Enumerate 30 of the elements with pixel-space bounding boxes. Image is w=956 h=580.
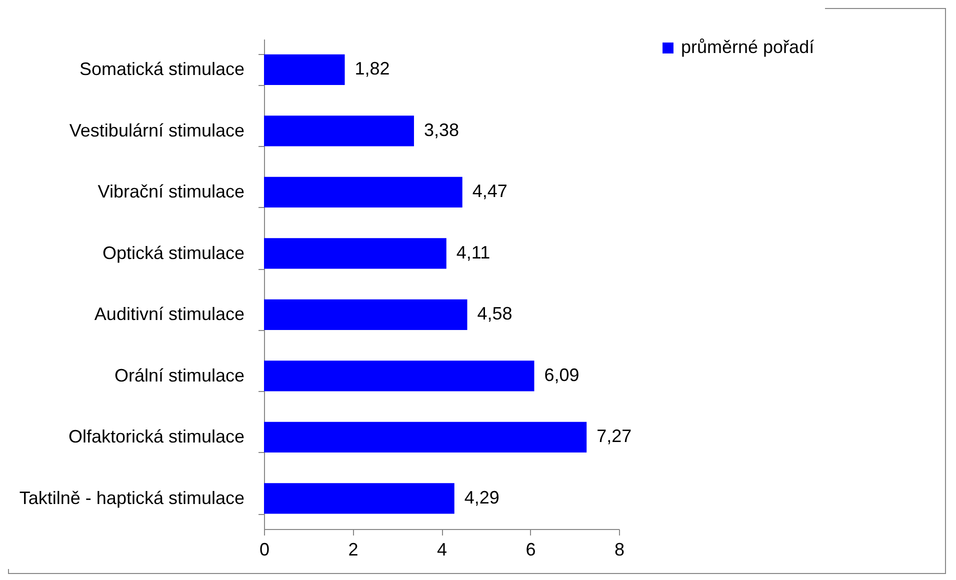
x-tick-label: 4 — [436, 540, 448, 560]
bar — [264, 54, 345, 85]
x-tick-label: 8 — [614, 540, 625, 560]
x-tick-label: 6 — [526, 540, 536, 560]
y-tick-label: Vibrační stimulace — [98, 182, 244, 202]
y-tick-label: Auditivní stimulace — [94, 304, 244, 324]
y-tick-label: Optická stimulace — [102, 242, 244, 263]
bar — [264, 116, 414, 146]
bar — [264, 176, 462, 208]
bar — [264, 299, 468, 330]
y-tick-label: Orální stimulace — [114, 365, 244, 386]
bar — [264, 238, 446, 269]
data-label: 4,29 — [464, 487, 500, 508]
data-label: 4,47 — [472, 181, 508, 202]
data-label: 6,09 — [544, 364, 580, 385]
data-label: 7,27 — [596, 426, 632, 446]
y-tick-label: Somatická stimulace — [79, 59, 244, 80]
data-label: 3,38 — [424, 120, 460, 140]
data-label: 4,11 — [456, 242, 490, 262]
bar — [264, 422, 587, 452]
bar — [264, 483, 454, 514]
x-tick-label: 0 — [259, 540, 270, 560]
x-tick-label: 2 — [348, 540, 358, 560]
y-tick-label: Taktilně - haptická stimulace — [19, 488, 244, 508]
bar — [264, 360, 534, 392]
y-tick-label: Vestibulární stimulace — [69, 120, 244, 140]
y-tick-label: Olfaktorická stimulace — [68, 426, 244, 447]
data-label: 4,58 — [477, 304, 512, 324]
legend-label: průměrné pořadí — [681, 37, 814, 57]
data-label: 1,82 — [354, 58, 390, 79]
